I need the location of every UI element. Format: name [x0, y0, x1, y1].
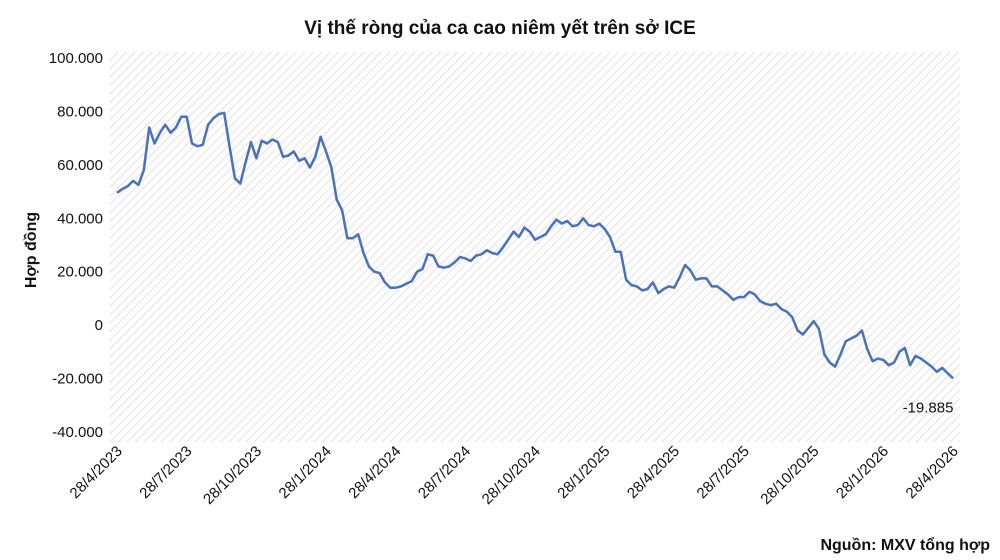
- x-tick-label: 28/7/2025: [694, 443, 753, 502]
- y-tick-label: 20.000: [57, 264, 103, 281]
- x-tick-label: 28/1/2025: [554, 443, 613, 502]
- x-tick-label: 28/10/2023: [200, 443, 265, 508]
- y-tick-label: 60.000: [57, 157, 103, 174]
- x-tick-label: 28/10/2025: [757, 443, 822, 508]
- y-tick-label: -40.000: [52, 424, 103, 441]
- y-tick-label: 0: [95, 317, 103, 334]
- data-line: [116, 111, 954, 380]
- chart-title: Vị thế ròng của ca cao niêm yết trên sở …: [304, 18, 696, 39]
- x-tick-label: 28/1/2026: [833, 443, 892, 502]
- y-axis-label: Hợp đồng: [23, 212, 40, 288]
- plot-background: [110, 52, 960, 442]
- data-label: -19.885: [903, 399, 954, 416]
- x-tick-label: 28/10/2024: [479, 443, 544, 508]
- x-tick-label: 28/7/2024: [415, 443, 474, 502]
- y-tick-label: -20.000: [52, 371, 103, 388]
- x-tick-label: 28/4/2026: [903, 443, 962, 502]
- y-tick-label: 100.000: [49, 50, 103, 67]
- x-tick-label: 28/4/2025: [624, 443, 683, 502]
- x-tick-label: 28/4/2023: [67, 443, 126, 502]
- x-tick-label: 28/1/2024: [276, 443, 335, 502]
- x-tick-label: 28/4/2024: [345, 443, 404, 502]
- x-tick-label: 28/7/2023: [136, 443, 195, 502]
- y-tick-label: 80.000: [57, 103, 103, 120]
- source-note: Nguồn: MXV tổng hợp: [820, 536, 990, 554]
- y-tick-label: 40.000: [57, 210, 103, 227]
